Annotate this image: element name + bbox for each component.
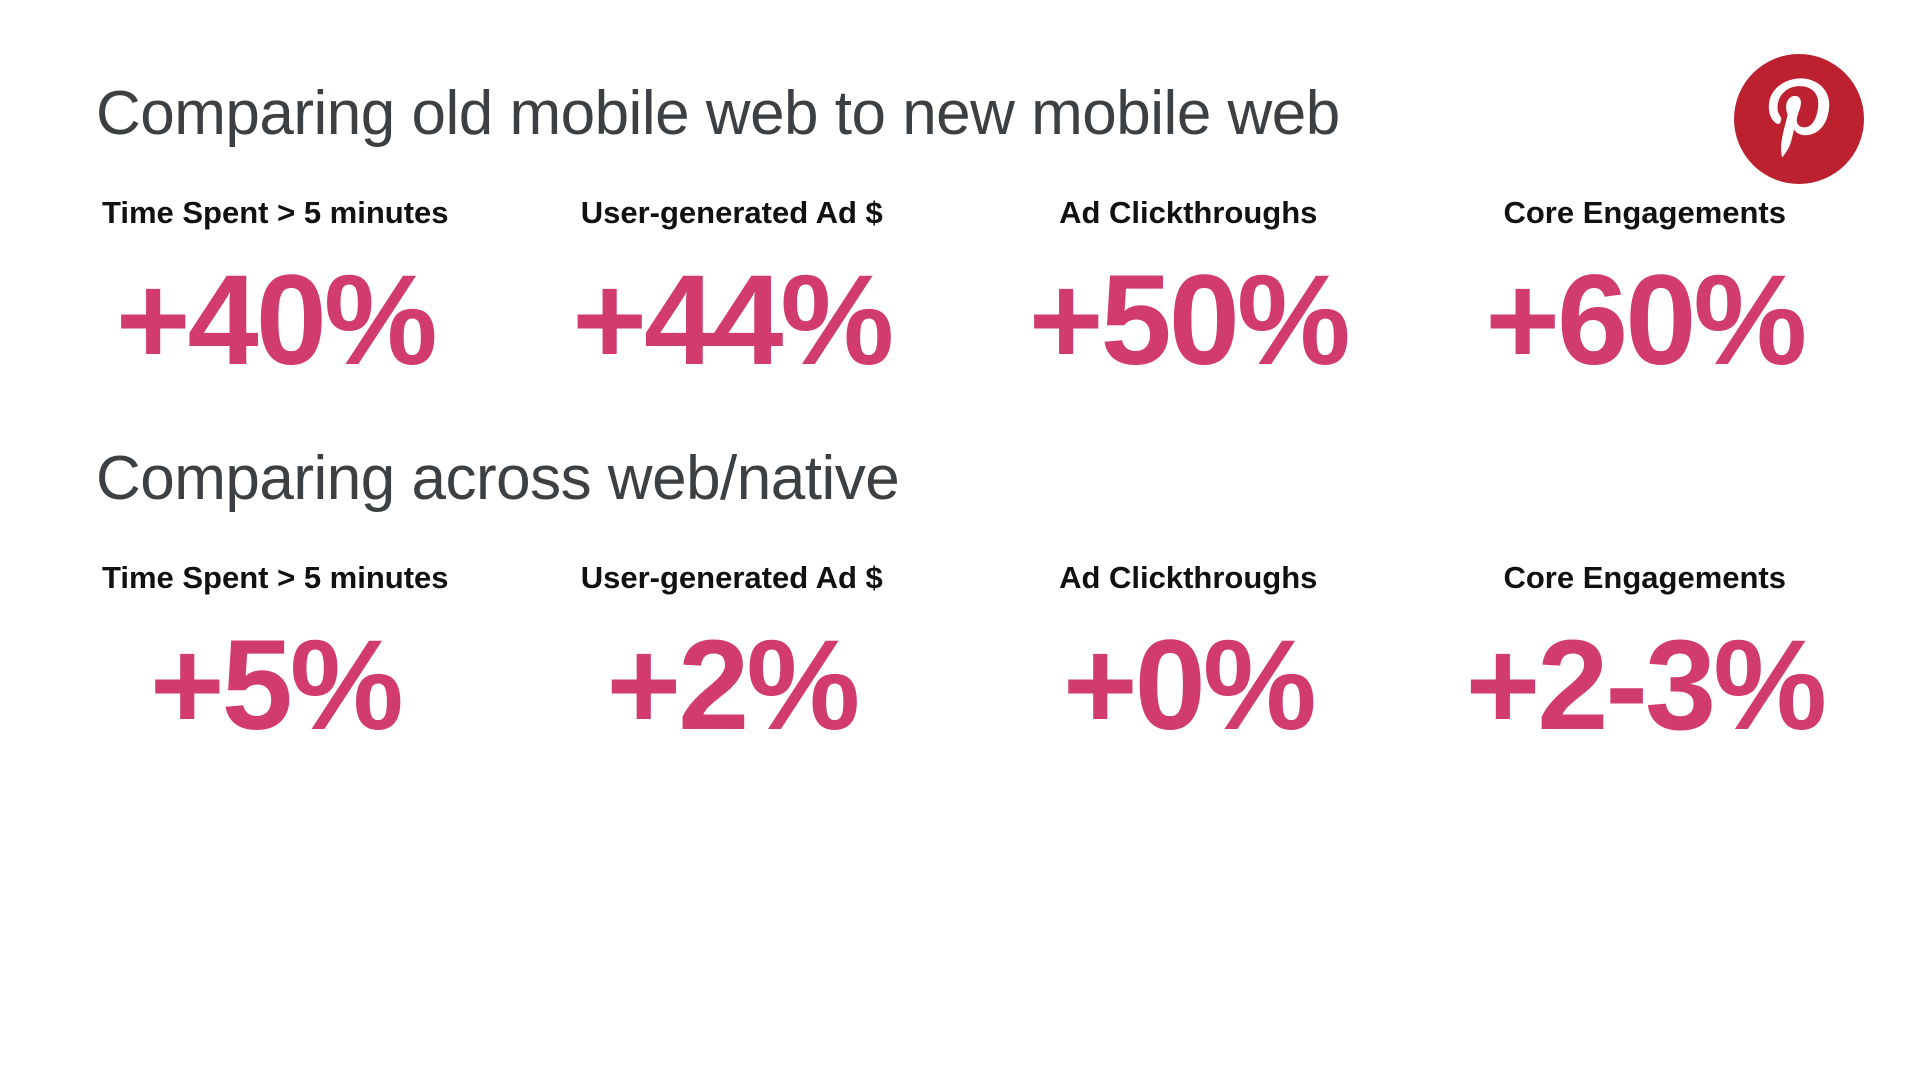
metric-user-generated-ad: User-generated Ad $ +44% xyxy=(509,195,956,385)
metric-value: +60% xyxy=(1485,248,1807,392)
pinterest-logo xyxy=(1734,54,1864,184)
metric-label: Core Engagements xyxy=(1503,560,1786,596)
pinterest-p-glyph xyxy=(1768,78,1830,157)
metric-value: +2-3% xyxy=(1465,613,1827,757)
metric-value: +44% xyxy=(572,248,894,392)
metric-value: +2% xyxy=(606,613,860,757)
section-1-title: Comparing old mobile web to new mobile w… xyxy=(96,79,1340,148)
metric-value: +0% xyxy=(1062,613,1317,757)
pinterest-logo-circle xyxy=(1734,54,1864,184)
metric-time-spent: Time Spent > 5 minutes +40% xyxy=(52,195,499,385)
slide-header: Comparing old mobile web to new mobile w… xyxy=(52,0,1868,149)
metric-label: Time Spent > 5 minutes xyxy=(101,195,449,231)
metric-ad-clickthroughs: Ad Clickthroughs +50% xyxy=(965,195,1412,385)
section-2-title: Comparing across web/native xyxy=(96,443,900,513)
metric-label: User-generated Ad $ xyxy=(580,195,883,231)
metric-value: +50% xyxy=(1028,248,1351,392)
pinterest-logo-icon xyxy=(1734,54,1864,184)
metric-value: +5% xyxy=(149,613,404,757)
metric-user-generated-ad: User-generated Ad $ +2% xyxy=(509,560,956,750)
metric-time-spent: Time Spent > 5 minutes +5% xyxy=(52,560,499,750)
metrics-row-2: Time Spent > 5 minutes +5% User-generate… xyxy=(52,560,1868,750)
metric-ad-clickthroughs: Ad Clickthroughs +0% xyxy=(965,560,1412,750)
metric-label: Core Engagements xyxy=(1503,195,1786,231)
section-2: Comparing across web/native xyxy=(52,443,1868,514)
metric-value: +40% xyxy=(115,248,438,392)
metrics-row-1: Time Spent > 5 minutes +40% User-generat… xyxy=(52,195,1868,385)
metric-core-engagements: Core Engagements +2-3% xyxy=(1422,560,1869,750)
metric-label: Ad Clickthroughs xyxy=(1059,560,1318,596)
metric-label: User-generated Ad $ xyxy=(580,560,883,596)
metric-label: Ad Clickthroughs xyxy=(1059,195,1318,231)
metric-core-engagements: Core Engagements +60% xyxy=(1422,195,1869,385)
metric-label: Time Spent > 5 minutes xyxy=(101,560,449,596)
